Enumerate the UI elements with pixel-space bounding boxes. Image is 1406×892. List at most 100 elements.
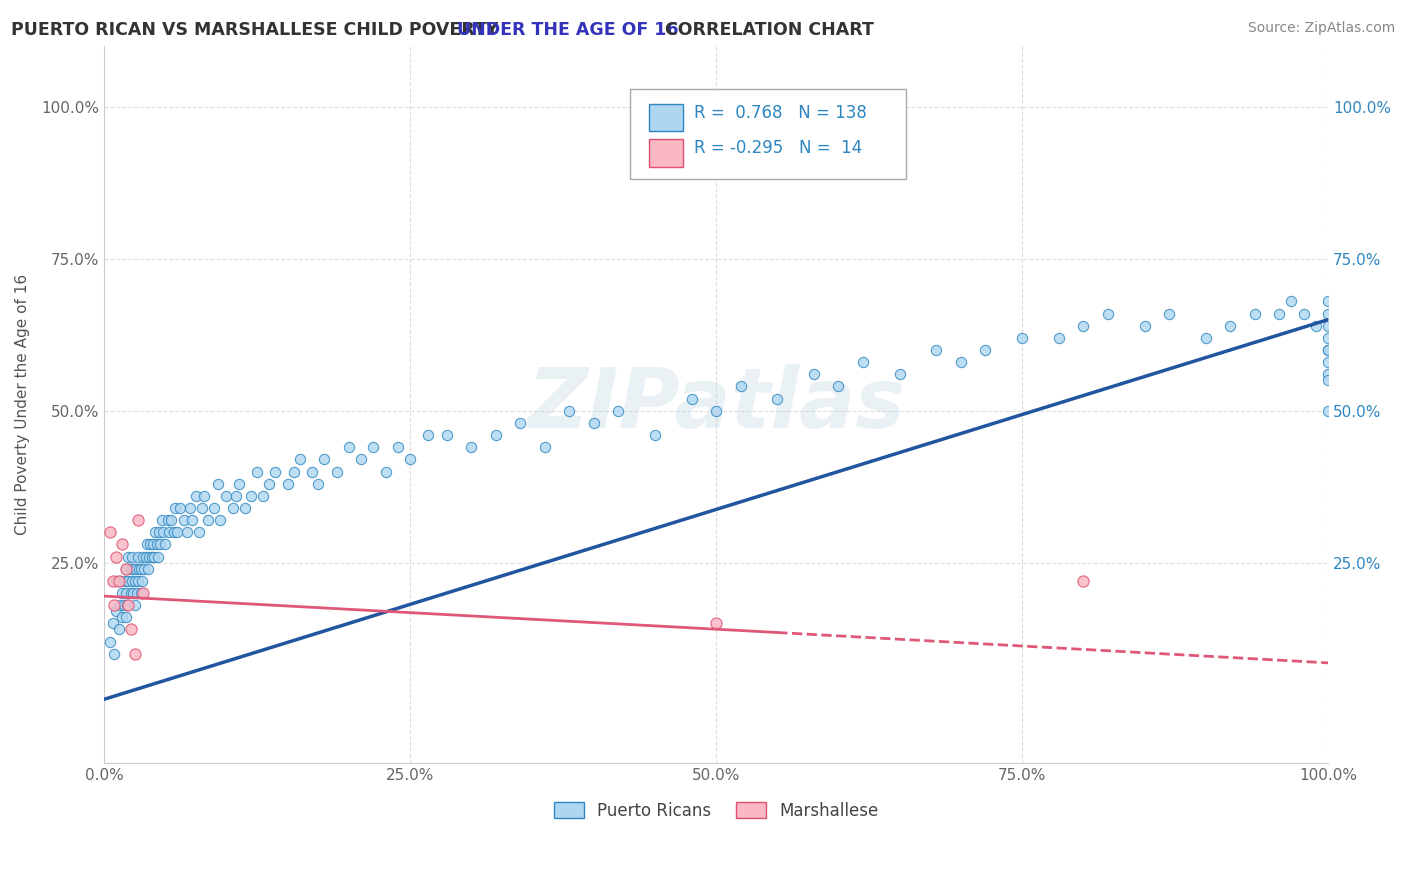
Point [173,513,195,527]
Point [949,355,972,369]
Point [135,549,157,564]
Point [111,537,134,551]
Point [103,598,125,612]
Point [374,465,396,479]
Point [163,500,186,515]
Point [107,574,129,588]
Point [852,355,875,369]
Point [111,610,134,624]
FancyBboxPatch shape [630,89,905,179]
Point [1317,331,1340,345]
Point [114,574,136,588]
Point [115,586,138,600]
Point [644,428,666,442]
Point [132,586,155,600]
Point [337,440,360,454]
Point [1317,343,1340,357]
Point [193,489,215,503]
Point [145,525,167,540]
Point [460,440,482,454]
Point [607,403,630,417]
Point [128,562,150,576]
Point [191,500,214,515]
Point [1047,331,1070,345]
Point [533,440,555,454]
Point [141,549,163,564]
Text: Source: ZipAtlas.com: Source: ZipAtlas.com [1247,21,1395,35]
Point [207,476,229,491]
Point [1071,574,1094,588]
Point [136,562,159,576]
Point [117,598,139,612]
Point [101,574,124,588]
Point [115,610,138,624]
Point [264,465,287,479]
Bar [648,103,683,131]
Point [233,500,256,515]
Point [121,574,143,588]
Point [150,513,173,527]
Point [108,574,131,588]
Text: R = -0.295   N =  14: R = -0.295 N = 14 [695,139,862,157]
Point [181,513,204,527]
Point [122,562,145,576]
Point [215,489,238,503]
Point [485,428,508,442]
Point [1317,343,1340,357]
Point [361,440,384,454]
Point [252,489,274,503]
Point [681,392,703,406]
Point [246,465,269,479]
Point [107,623,129,637]
Text: R =  0.768   N = 138: R = 0.768 N = 138 [695,103,868,121]
Point [142,537,165,551]
Point [1097,307,1119,321]
Point [803,368,825,382]
Point [124,598,146,612]
Point [117,549,139,564]
Legend: Puerto Ricans, Marshallese: Puerto Ricans, Marshallese [547,795,886,827]
Point [153,537,176,551]
Point [1317,403,1340,417]
Point [387,440,409,454]
Point [98,525,121,540]
Point [1268,307,1291,321]
Point [277,476,299,491]
Point [124,574,146,588]
Point [197,513,219,527]
Point [307,476,329,491]
Point [179,500,201,515]
Point [111,586,134,600]
Point [1317,373,1340,387]
Point [169,500,191,515]
Point [399,452,422,467]
Point [239,489,262,503]
Point [257,476,280,491]
Point [509,416,531,430]
Point [1133,318,1156,333]
Point [103,647,125,661]
Point [115,562,138,576]
Bar [648,139,683,167]
Point [163,525,186,540]
Point [1011,331,1033,345]
Point [209,513,232,527]
Point [160,513,183,527]
Point [228,476,250,491]
Point [350,452,373,467]
Point [115,598,138,612]
Point [1292,307,1315,321]
Point [139,537,162,551]
Point [117,574,139,588]
Point [121,549,143,564]
Point [1281,294,1303,309]
Point [115,562,138,576]
Point [112,598,135,612]
Point [558,403,581,417]
Point [156,513,179,527]
Point [1243,307,1265,321]
Point [325,465,347,479]
Point [1219,318,1241,333]
Point [202,500,225,515]
Point [766,392,789,406]
